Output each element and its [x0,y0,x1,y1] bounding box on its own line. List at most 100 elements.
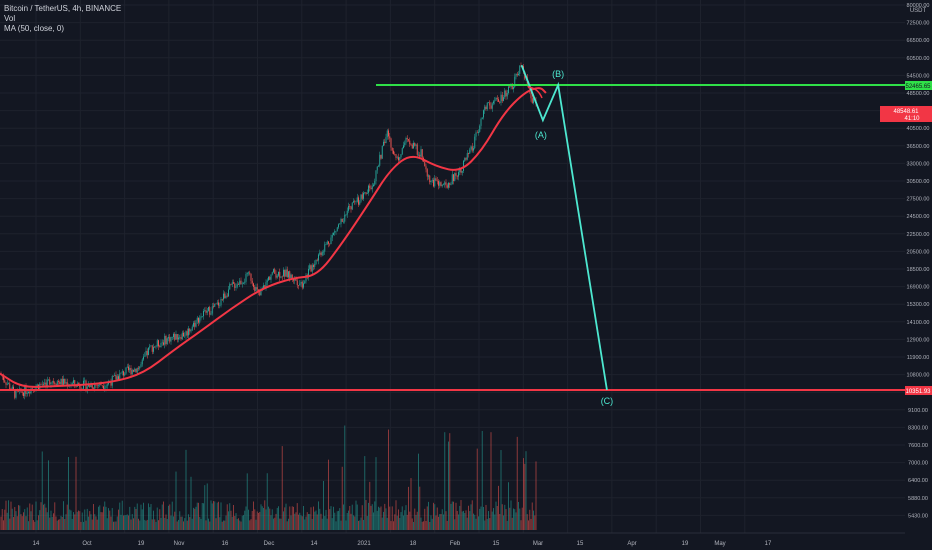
wave-projection-line[interactable] [520,64,608,391]
candle-body [219,305,221,306]
price-tick-label: 22500.00 [907,232,930,238]
candle-body [419,154,421,157]
candle-body [530,90,532,99]
candle-body [264,285,266,289]
candle-body [239,280,241,285]
volume-bar [253,501,254,530]
candle-body [158,340,159,347]
candle-body [519,65,521,74]
candle-body [379,154,381,166]
volume-bar [426,506,428,530]
volume-bar [288,518,289,530]
volume-bar [16,516,18,530]
candle-body [498,99,499,102]
volume-bar [148,503,149,530]
volume-bar [100,512,102,530]
candle-body [174,333,176,340]
volume-bar [105,506,107,530]
volume-bar [201,502,203,530]
volume-bar [514,509,516,530]
candle-body [5,382,7,385]
support-price-label: 10351.93 [905,389,931,395]
price-axis-ticks[interactable]: 80000.00 72500.00 66500.00 60500.00 54500.00… [907,3,930,519]
volume-bar [348,510,349,530]
candle-body [359,201,361,205]
volume-bar [231,516,233,530]
volume-bar [408,486,409,530]
volume-bar [354,516,356,530]
price-tick-label: 5880.00 [908,496,928,502]
candle-body [456,175,458,177]
candle-body [270,274,272,280]
arc-marker [527,86,543,99]
volume-bar [509,507,511,530]
volume-bar [528,520,529,530]
volume-bar [226,504,228,530]
volume-bar [170,515,172,530]
candle-body [196,317,198,321]
candle-body [518,73,519,76]
volume-bar [530,518,532,530]
time-tick-label: 14 [33,541,40,547]
candle-body [381,145,383,159]
volume-bar [169,504,171,530]
volume-bar [504,504,506,530]
candle-body [104,387,106,389]
volume-bar [366,516,368,530]
candle-body [276,275,278,278]
price-tick-label: 30500.00 [907,179,930,185]
candle-body [129,368,131,371]
volume-bar [300,515,302,530]
candle-body [443,184,444,186]
volume-bar [268,506,269,530]
candle-body [245,274,247,282]
volume-bar [111,508,113,530]
volume-bar [415,514,417,530]
volume-bar [526,514,528,530]
candle-body [228,289,229,297]
volume-bar [213,501,214,530]
candle-body [480,118,482,126]
candle-body [134,368,136,372]
candle-body [473,148,474,151]
candle-body [454,173,456,181]
volume-bar [269,508,271,530]
candle-body [240,280,242,284]
volume-bar [304,519,306,530]
volume-bar [25,516,27,530]
volume-bar [36,520,38,530]
candle-body [280,276,282,278]
candle-body [194,322,196,327]
candle-body [73,380,74,383]
volume-bars [0,425,537,530]
price-tick-label: 72500.00 [907,21,930,27]
candle-body [268,277,269,281]
volume-bar [30,511,32,530]
volume-bar [311,518,313,530]
volume-bar [65,514,67,530]
price-tick-label: 27500.00 [907,197,930,203]
volume-indicator-label[interactable]: Vol [4,14,16,23]
ma-indicator-label[interactable]: MA (50, close, 0) [4,24,65,33]
candle-body [319,252,321,255]
candle-body [483,110,484,118]
volume-bar [515,512,517,530]
candle-body [390,138,392,148]
candle-body [253,283,254,287]
volume-bar [61,516,63,530]
candle-body [230,284,232,285]
volume-bar [161,504,163,530]
volume-bar [218,501,219,530]
candle-body [495,97,497,101]
candle-body [428,175,429,177]
time-axis-ticks[interactable]: 14 Oct 19 Nov 16 Dec 14 2021 18 Feb 15 Mar 15 Apr 19 Ma… [33,541,772,547]
volume-bar [493,508,494,530]
volume-bar [309,514,311,530]
candle-body [59,381,61,385]
symbol-title[interactable]: Bitcoin / TetherUS, 4h, BINANCE [4,4,122,13]
volume-bar [48,460,49,530]
candle-body [263,285,264,290]
candle-body [29,391,31,394]
candle-body [491,103,493,109]
